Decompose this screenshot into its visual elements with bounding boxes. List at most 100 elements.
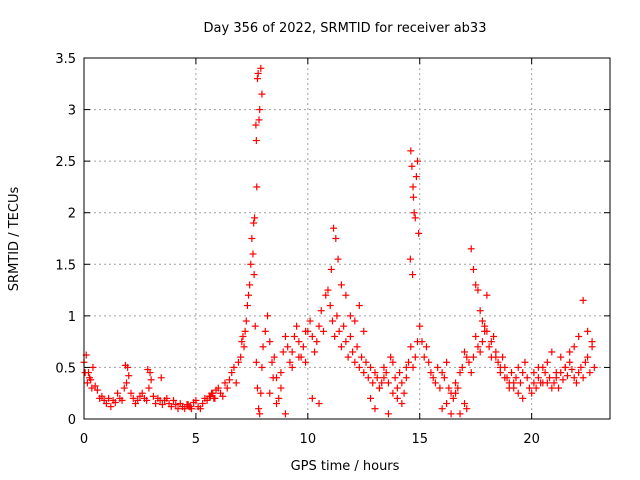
data-point xyxy=(552,369,560,377)
data-point xyxy=(277,369,285,377)
data-point xyxy=(541,369,549,377)
data-point xyxy=(454,384,462,392)
data-point xyxy=(281,332,289,340)
data-point xyxy=(302,358,310,366)
data-point xyxy=(434,363,442,371)
y-tick-label: 3.5 xyxy=(55,52,76,67)
grid-lines xyxy=(84,58,610,419)
data-point xyxy=(102,400,110,408)
data-point xyxy=(246,281,254,289)
data-point xyxy=(409,183,417,191)
data-point xyxy=(476,348,484,356)
data-point xyxy=(412,173,420,181)
data-point xyxy=(559,376,567,384)
data-point xyxy=(248,235,256,242)
data-point xyxy=(243,302,251,310)
data-point xyxy=(516,379,524,387)
data-point xyxy=(257,64,265,72)
data-point xyxy=(242,317,250,325)
data-point xyxy=(111,398,119,406)
data-point xyxy=(114,389,122,397)
chart-title: Day 356 of 2022, SRMTID for receiver ab3… xyxy=(204,21,487,36)
data-point xyxy=(107,403,115,411)
data-point xyxy=(474,343,482,351)
data-point xyxy=(463,405,471,413)
data-point xyxy=(98,392,106,400)
data-point xyxy=(393,394,401,402)
y-tick-label: 0.5 xyxy=(55,361,76,376)
data-point xyxy=(570,374,578,382)
data-point xyxy=(467,245,475,253)
data-point xyxy=(461,348,469,356)
data-point xyxy=(247,260,255,268)
data-point xyxy=(472,332,480,340)
data-point xyxy=(514,389,522,397)
data-point xyxy=(167,403,175,411)
data-point xyxy=(510,379,518,387)
data-point xyxy=(322,291,330,299)
data-point xyxy=(449,394,457,402)
data-point xyxy=(514,363,522,371)
y-axis-label: SRMTID / TECUs xyxy=(7,187,22,292)
data-point xyxy=(81,369,89,377)
data-point xyxy=(409,363,417,371)
data-point xyxy=(149,392,157,400)
data-point xyxy=(364,374,372,382)
y-tick-label: 1.5 xyxy=(55,258,76,273)
data-point xyxy=(266,389,274,397)
data-point xyxy=(250,219,258,227)
data-point xyxy=(340,322,348,330)
data-point xyxy=(295,353,303,361)
data-point xyxy=(288,348,296,356)
data-point xyxy=(313,338,321,346)
data-point xyxy=(319,327,327,335)
data-point xyxy=(530,379,538,387)
x-axis-label: GPS time / hours xyxy=(291,459,400,474)
data-point xyxy=(328,317,336,325)
data-points xyxy=(80,64,598,418)
data-point xyxy=(579,374,587,382)
data-point xyxy=(384,379,392,387)
data-point xyxy=(483,291,491,299)
data-point xyxy=(508,369,516,377)
data-point xyxy=(369,379,377,387)
data-point xyxy=(427,369,435,377)
data-point xyxy=(555,384,563,392)
data-point xyxy=(192,396,200,404)
data-point xyxy=(570,343,578,351)
data-point xyxy=(472,281,480,289)
data-point xyxy=(249,250,257,258)
data-point xyxy=(333,312,341,320)
data-point xyxy=(543,358,551,366)
data-point xyxy=(269,374,277,382)
data-point xyxy=(295,338,303,346)
data-point xyxy=(384,410,392,418)
data-point xyxy=(438,405,446,413)
data-point xyxy=(163,394,171,402)
data-point xyxy=(375,384,383,392)
data-point xyxy=(575,369,583,377)
data-point xyxy=(557,353,565,361)
data-point xyxy=(380,363,388,371)
data-point xyxy=(146,369,154,377)
data-point xyxy=(415,229,423,237)
data-point xyxy=(317,307,325,315)
data-point xyxy=(458,363,466,371)
data-point xyxy=(512,374,520,382)
data-point xyxy=(152,400,160,408)
data-point xyxy=(420,353,428,361)
data-point xyxy=(255,405,263,413)
data-point xyxy=(534,363,542,371)
data-point xyxy=(256,410,264,418)
data-point xyxy=(402,363,410,371)
data-point xyxy=(237,353,245,361)
data-point xyxy=(258,363,266,371)
data-point xyxy=(123,379,131,387)
data-point xyxy=(496,363,504,371)
data-point xyxy=(143,396,151,404)
data-point xyxy=(367,363,375,371)
y-tick-label: 2.5 xyxy=(55,155,76,170)
data-point xyxy=(315,322,323,330)
x-tick-label: 0 xyxy=(80,432,88,447)
